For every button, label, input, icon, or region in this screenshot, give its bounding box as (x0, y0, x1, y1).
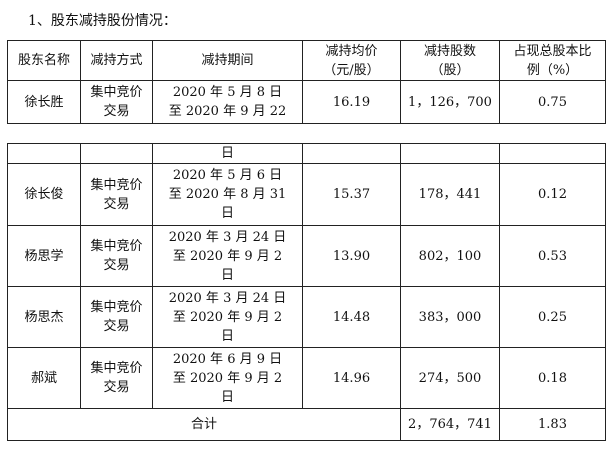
period-line2: 至 2020 年 9 月 22 (168, 104, 287, 119)
reduction-method: 集中竞价 交易 (80, 347, 153, 409)
reduction-method: 集中竞价 交易 (80, 80, 153, 124)
reduction-period: 2020 年 3 月 24 日 至 2020 年 9 月 2 日 (152, 286, 303, 348)
header-shares-line1: 减持股数 (423, 43, 476, 59)
share-ratio: 0.75 (499, 80, 606, 124)
share-ratio: 0.53 (499, 225, 606, 287)
header-average-price: 减持均价 （元/股） (302, 40, 401, 81)
header-shares-reduced: 减持股数 （股） (400, 40, 500, 81)
period-line3: 日 (220, 267, 234, 283)
table-row: 徐长俊 集中竞价 交易 2020 年 5 月 6 日 至 2020 年 8 月 … (7, 163, 606, 226)
table-row: 郝斌 集中竞价 交易 2020 年 6 月 9 日 至 2020 年 9 月 2… (7, 347, 606, 409)
period-line3: 日 (220, 328, 234, 344)
method-line1: 集中竞价 (90, 177, 143, 193)
empty-cell (7, 143, 81, 164)
empty-cell (400, 143, 500, 164)
share-reduction-table-top: 股东名称 减持方式 减持期间 减持均价 （元/股） 减持股数 （股） 占现总股本… (7, 40, 606, 124)
total-row: 合计 2，764，741 1.83 (7, 408, 606, 441)
table-row: 杨思学 集中竞价 交易 2020 年 3 月 24 日 至 2020 年 9 月… (7, 225, 606, 287)
header-average-price-line2: （元/股） (323, 62, 380, 78)
method-line2: 交易 (103, 380, 130, 395)
header-ratio-line2: 例（%） (526, 62, 579, 78)
empty-cell (499, 143, 606, 164)
period-line2: 至 2020 年 9 月 2 (172, 309, 283, 325)
period-line3: 日 (220, 389, 234, 405)
table-header-row: 股东名称 减持方式 减持期间 减持均价 （元/股） 减持股数 （股） 占现总股本… (7, 40, 606, 81)
average-price: 14.96 (302, 347, 401, 409)
reduction-method: 集中竞价 交易 (80, 225, 153, 287)
shares-reduced: 1，126，700 (400, 80, 500, 124)
header-reduction-method: 减持方式 (80, 40, 153, 81)
shareholder-name: 杨思杰 (7, 286, 81, 348)
reduction-period: 2020 年 5 月 6 日 至 2020 年 8 月 31 日 (152, 163, 303, 226)
shareholder-name: 郝斌 (7, 347, 81, 409)
table-row: 杨思杰 集中竞价 交易 2020 年 3 月 24 日 至 2020 年 9 月… (7, 286, 606, 348)
method-line1: 集中竞价 (90, 85, 143, 100)
share-reduction-table-bottom: 日 徐长俊 集中竞价 交易 2020 年 5 月 6 日 至 2020 年 8 … (7, 143, 606, 441)
reduction-method: 集中竞价 交易 (80, 286, 153, 348)
shares-reduced: 178，441 (400, 163, 500, 226)
continuation-row: 日 (7, 143, 606, 164)
total-label: 合计 (7, 408, 401, 441)
header-shares-line2: （股） (430, 62, 470, 78)
shareholder-name: 徐长胜 (7, 80, 81, 124)
total-ratio: 1.83 (499, 408, 606, 441)
period-line1: 2020 年 6 月 9 日 (172, 351, 283, 367)
share-ratio: 0.12 (499, 163, 606, 226)
average-price: 16.19 (302, 80, 401, 124)
reduction-method: 集中竞价 交易 (80, 163, 153, 226)
shares-reduced: 802，100 (400, 225, 500, 287)
period-line1: 2020 年 5 月 6 日 (172, 168, 283, 183)
method-line1: 集中竞价 (90, 361, 143, 376)
section-heading: 1、股东减持股份情况： (28, 13, 177, 29)
period-line2: 至 2020 年 9 月 2 (172, 248, 283, 264)
average-price: 15.37 (302, 163, 401, 226)
period-line1: 2020 年 3 月 24 日 (168, 290, 287, 306)
share-ratio: 0.25 (499, 286, 606, 348)
average-price: 13.90 (302, 225, 401, 287)
period-line1: 2020 年 3 月 24 日 (168, 229, 287, 245)
shareholder-name: 徐长俊 (7, 163, 81, 226)
period-line2: 至 2020 年 8 月 31 (168, 187, 287, 202)
header-reduction-period: 减持期间 (152, 40, 303, 81)
header-average-price-line1: 减持均价 (325, 43, 378, 59)
reduction-period: 2020 年 3 月 24 日 至 2020 年 9 月 2 日 (152, 225, 303, 287)
average-price: 14.48 (302, 286, 401, 348)
total-shares: 2，764，741 (400, 408, 500, 441)
reduction-period-continuation: 日 (152, 143, 303, 164)
period-line3: 日 (220, 206, 234, 221)
header-share-ratio: 占现总股本比 例（%） (499, 40, 606, 81)
header-shareholder-name: 股东名称 (7, 40, 81, 81)
period-line2: 至 2020 年 9 月 2 (172, 370, 283, 386)
method-line2: 交易 (103, 104, 130, 119)
period-line1: 2020 年 5 月 8 日 (172, 85, 283, 100)
method-line1: 集中竞价 (90, 239, 143, 254)
header-ratio-line1: 占现总股本比 (513, 43, 592, 59)
shares-reduced: 383，000 (400, 286, 500, 348)
share-ratio: 0.18 (499, 347, 606, 409)
method-line2: 交易 (103, 258, 130, 273)
empty-cell (80, 143, 153, 164)
empty-cell (302, 143, 401, 164)
reduction-period: 2020 年 5 月 8 日 至 2020 年 9 月 22 (152, 80, 303, 124)
shareholder-name: 杨思学 (7, 225, 81, 287)
method-line1: 集中竞价 (90, 300, 143, 315)
method-line2: 交易 (103, 196, 130, 212)
table-row: 徐长胜 集中竞价 交易 2020 年 5 月 8 日 至 2020 年 9 月 … (7, 80, 606, 124)
reduction-period: 2020 年 6 月 9 日 至 2020 年 9 月 2 日 (152, 347, 303, 409)
method-line2: 交易 (103, 319, 130, 334)
shares-reduced: 274，500 (400, 347, 500, 409)
